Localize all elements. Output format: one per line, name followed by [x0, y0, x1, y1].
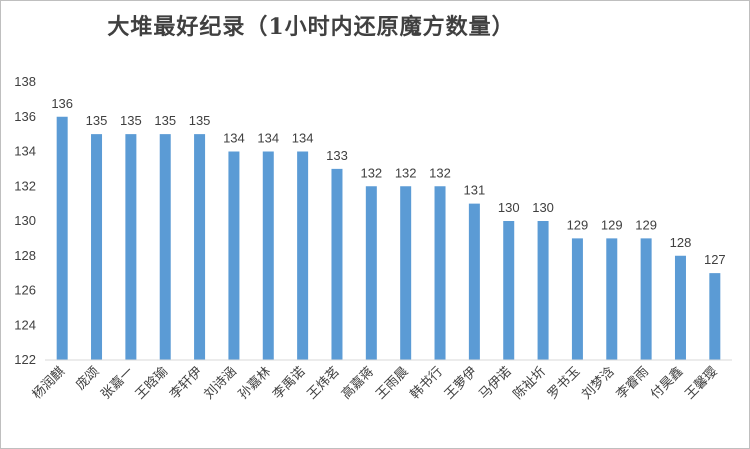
data-labels: 136 135 135 135 135 134 134 134 133 132 132 132 131 1… [51, 96, 725, 267]
x-tick-label: 张嘉一 [99, 364, 137, 402]
data-label: 131 [464, 183, 486, 198]
bar [262, 151, 274, 360]
bar [468, 203, 480, 360]
bar [537, 221, 549, 360]
y-tick-label: 122 [14, 352, 36, 367]
data-label: 127 [704, 252, 726, 267]
x-tick-label: 付昊鑫 [647, 364, 686, 403]
bars [56, 116, 721, 360]
bar [91, 134, 103, 360]
data-label: 130 [532, 200, 554, 215]
bar [194, 134, 206, 360]
bar [674, 255, 686, 360]
data-label: 134 [257, 131, 279, 146]
x-tick-label: 杨润麒 [29, 364, 68, 403]
data-label: 132 [429, 165, 451, 180]
bar [571, 238, 583, 360]
x-tick-label: 陈祉圻 [510, 364, 549, 403]
chart-title: 大堆最好纪录（1小时内还原魔方数量） [107, 14, 515, 40]
y-tick-label: 138 [14, 74, 36, 89]
data-label: 135 [120, 113, 142, 128]
x-tick-label: 王晗瑜 [132, 364, 171, 403]
data-label: 133 [326, 148, 348, 163]
x-tick-label: 王萝伊 [442, 364, 480, 402]
data-label: 135 [154, 113, 176, 128]
x-axis: 杨润麒 庞颂张嘉一王晗瑜李轩伊刘诗涵孙嘉林李禹诺王炜茗高嘉蒋王雨晨韩书行王萝伊马伊… [29, 359, 732, 403]
y-tick-label: 130 [14, 213, 36, 228]
data-label: 132 [360, 165, 382, 180]
data-label: 129 [601, 217, 623, 232]
data-label: 135 [189, 113, 211, 128]
y-axis: 122 124 126 128 130 132 134 136 138 [14, 74, 36, 367]
data-label: 134 [292, 131, 314, 146]
data-label: 129 [567, 217, 589, 232]
x-tick-label: 孙嘉林 [236, 364, 274, 402]
y-tick-label: 126 [14, 283, 36, 298]
data-label: 136 [51, 96, 73, 111]
x-tick-label: 韩书行 [408, 364, 446, 402]
x-tick-label: 李睿雨 [614, 364, 652, 402]
data-label: 128 [670, 235, 692, 250]
bar [434, 186, 446, 360]
bar [297, 151, 309, 360]
y-tick-label: 132 [14, 178, 36, 193]
data-label: 130 [498, 200, 520, 215]
bar [228, 151, 240, 360]
x-tick-label: 王炜茗 [305, 364, 343, 402]
bar [125, 134, 137, 360]
bar [331, 168, 343, 360]
bar [503, 221, 515, 360]
bar [640, 238, 652, 360]
y-tick-label: 136 [14, 109, 36, 124]
x-tick-label: 李轩伊 [167, 364, 205, 402]
y-tick-label: 134 [14, 144, 36, 159]
x-tick-label: 李禹诺 [270, 364, 308, 402]
data-label: 129 [635, 217, 657, 232]
y-tick-label: 124 [14, 317, 36, 332]
x-tick-label: 高嘉蒋 [338, 364, 377, 403]
bar [56, 116, 68, 360]
x-tick-label: 马伊诺 [476, 364, 514, 402]
data-label: 134 [223, 131, 245, 146]
bar [606, 238, 618, 360]
x-tick-label: 王馨璎 [682, 364, 721, 403]
x-tick-label: 庞颂 [73, 364, 103, 394]
bar [709, 273, 721, 360]
data-label: 132 [395, 165, 417, 180]
x-tick-label: 刘梦浛 [579, 364, 618, 403]
x-tick-label: 王雨晨 [373, 364, 411, 402]
data-label: 135 [86, 113, 108, 128]
bar [159, 134, 171, 360]
y-tick-label: 128 [14, 248, 36, 263]
bar [365, 186, 377, 360]
x-tick-label: 刘诗涵 [202, 364, 240, 402]
x-tick-label: 罗书玉 [545, 364, 583, 402]
bar [400, 186, 412, 360]
